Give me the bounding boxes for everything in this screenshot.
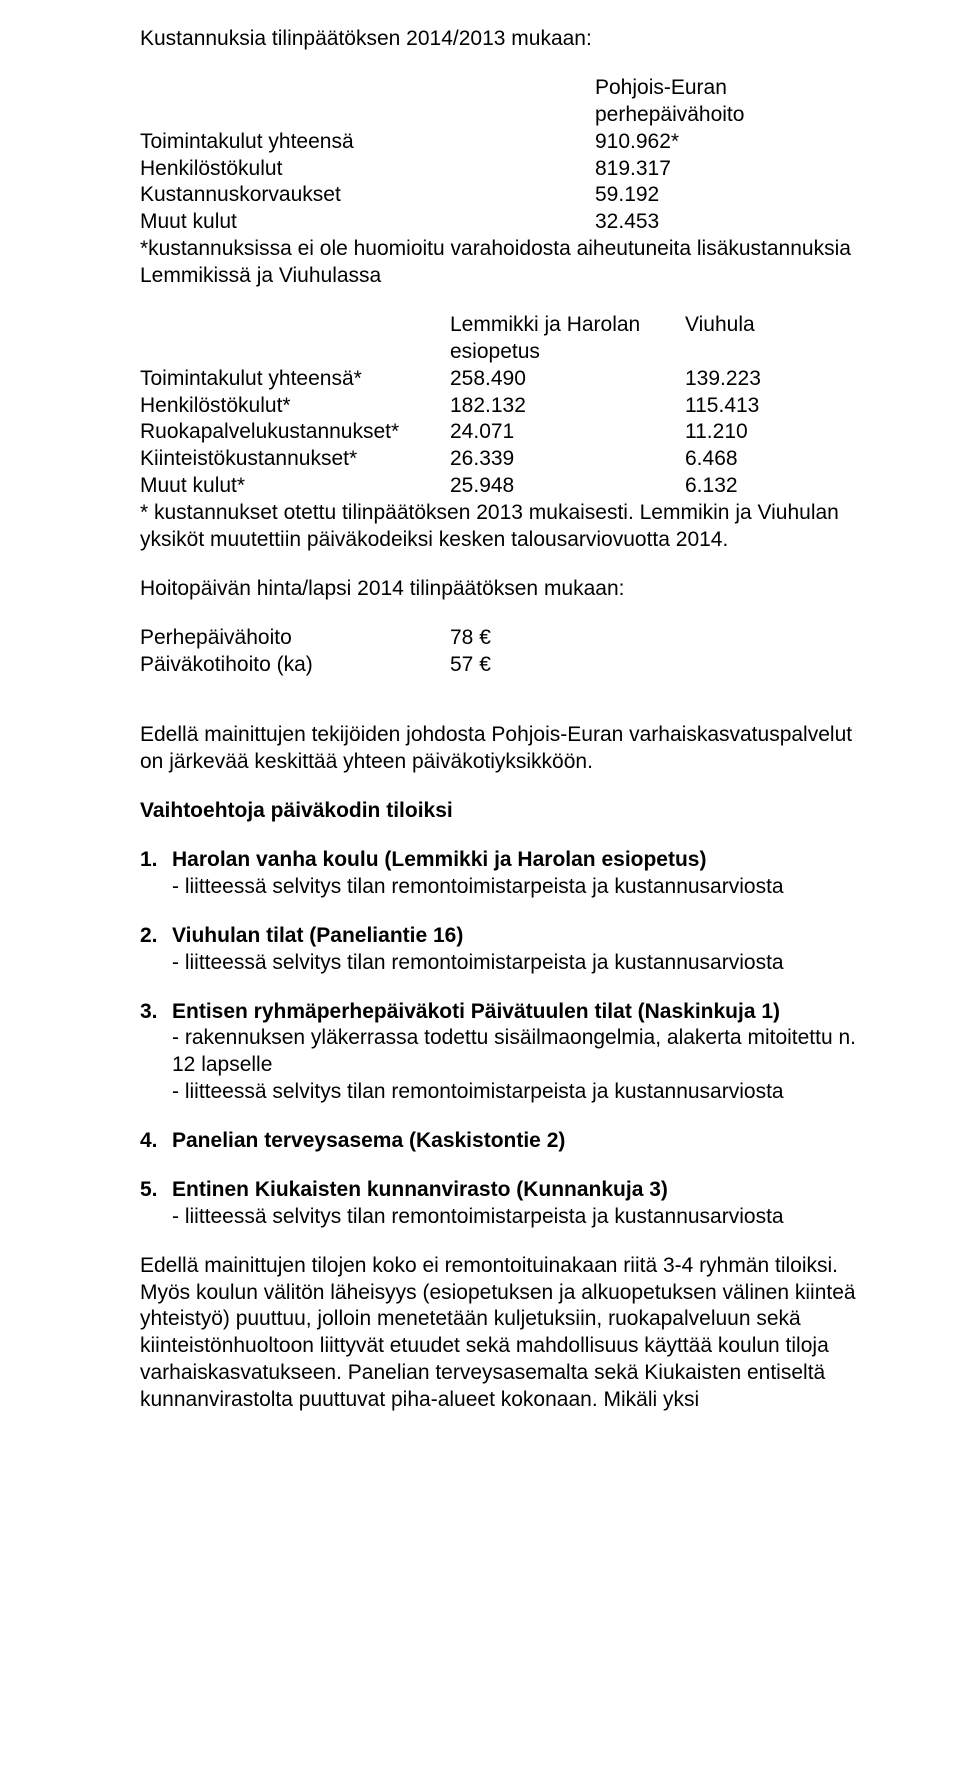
table2-row-v2: 139.223 — [685, 366, 835, 393]
paragraph-closing: Edellä mainittujen tilojen koko ei remon… — [140, 1253, 880, 1414]
heading-dayprice: Hoitopäivän hinta/lapsi 2014 tilinpäätök… — [140, 576, 880, 603]
table2-head-col1: Lemmikki ja Harolan esiopetus — [450, 312, 685, 366]
table2-row-label: Kiinteistökustannukset* — [140, 446, 450, 473]
table2-row-v1: 182.132 — [450, 393, 685, 420]
table3-row-value: 57 € — [450, 652, 600, 679]
table1-row-value: 32.453 — [595, 209, 795, 236]
table1-col-header: Pohjois-Euran perhepäivähoito — [595, 75, 795, 129]
table-costs-1: Pohjois-Euran perhepäivähoito Toimintaku… — [140, 75, 880, 236]
table2-row-v2: 11.210 — [685, 419, 835, 446]
table3-row-label: Perhepäivähoito — [140, 625, 450, 652]
table2-row-v1: 26.339 — [450, 446, 685, 473]
heading-costs: Kustannuksia tilinpäätöksen 2014/2013 mu… — [140, 26, 880, 53]
table2-row-label: Ruokapalvelukustannukset* — [140, 419, 450, 446]
option-subline: - liitteessä selvitys tilan remontoimist… — [172, 874, 880, 901]
table2-empty — [140, 312, 450, 366]
option-title: Panelian terveysasema (Kaskistontie 2) — [172, 1129, 565, 1152]
table2-row-v2: 6.132 — [685, 473, 835, 500]
table2-row-v1: 258.490 — [450, 366, 685, 393]
option-title: Entisen ryhmäperhepäiväkoti Päivätuulen … — [172, 1000, 780, 1023]
option-number: 1. — [140, 847, 158, 874]
option-item: 4. Panelian terveysasema (Kaskistontie 2… — [140, 1128, 880, 1155]
option-subline: - liitteessä selvitys tilan remontoimist… — [172, 950, 880, 977]
option-number: 5. — [140, 1177, 158, 1204]
option-item: 5. Entinen Kiukaisten kunnanvirasto (Kun… — [140, 1177, 880, 1231]
option-subline: - rakennuksen yläkerrassa todettu sisäil… — [172, 1025, 880, 1079]
option-title: Viuhulan tilat (Paneliantie 16) — [172, 924, 463, 947]
table2-row-v2: 115.413 — [685, 393, 835, 420]
table1-row-value: 819.317 — [595, 156, 795, 183]
option-number: 3. — [140, 999, 158, 1026]
table1-row-label: Henkilöstökulut — [140, 156, 595, 183]
table-costs-2: Lemmikki ja Harolan esiopetus Viuhula To… — [140, 312, 880, 500]
table3-row-label: Päiväkotihoito (ka) — [140, 652, 450, 679]
table2-row-label: Muut kulut* — [140, 473, 450, 500]
option-title: Harolan vanha koulu (Lemmikki ja Harolan… — [172, 848, 706, 871]
table1-row-value: 910.962* — [595, 129, 795, 156]
table1-empty — [140, 75, 595, 129]
footnote-1: *kustannuksissa ei ole huomioitu varahoi… — [140, 236, 880, 290]
table2-row-v2: 6.468 — [685, 446, 835, 473]
option-subline: - liitteessä selvitys tilan remontoimist… — [172, 1204, 880, 1231]
option-title: Entinen Kiukaisten kunnanvirasto (Kunnan… — [172, 1178, 668, 1201]
heading-options: Vaihtoehtoja päiväkodin tiloiksi — [140, 798, 880, 825]
footnote-2: * kustannukset otettu tilinpäätöksen 201… — [140, 500, 880, 554]
table2-row-label: Henkilöstökulut* — [140, 393, 450, 420]
table2-head-col2: Viuhula — [685, 312, 835, 366]
table-dayprice: Perhepäivähoito 78 € Päiväkotihoito (ka)… — [140, 625, 880, 679]
paragraph-summary: Edellä mainittujen tekijöiden johdosta P… — [140, 722, 880, 776]
table2-row-label: Toimintakulut yhteensä* — [140, 366, 450, 393]
option-item: 3. Entisen ryhmäperhepäiväkoti Päivätuul… — [140, 999, 880, 1107]
table3-row-value: 78 € — [450, 625, 600, 652]
table1-row-label: Toimintakulut yhteensä — [140, 129, 595, 156]
table2-row-v1: 24.071 — [450, 419, 685, 446]
document-page: Kustannuksia tilinpäätöksen 2014/2013 mu… — [0, 0, 960, 1769]
options-list: 1. Harolan vanha koulu (Lemmikki ja Haro… — [140, 847, 880, 1231]
option-subline: - liitteessä selvitys tilan remontoimist… — [172, 1079, 880, 1106]
option-item: 2. Viuhulan tilat (Paneliantie 16) - lii… — [140, 923, 880, 977]
table1-row-value: 59.192 — [595, 182, 795, 209]
option-number: 2. — [140, 923, 158, 950]
option-item: 1. Harolan vanha koulu (Lemmikki ja Haro… — [140, 847, 880, 901]
table1-row-label: Kustannuskorvaukset — [140, 182, 595, 209]
table2-row-v1: 25.948 — [450, 473, 685, 500]
table1-row-label: Muut kulut — [140, 209, 595, 236]
option-number: 4. — [140, 1128, 158, 1155]
